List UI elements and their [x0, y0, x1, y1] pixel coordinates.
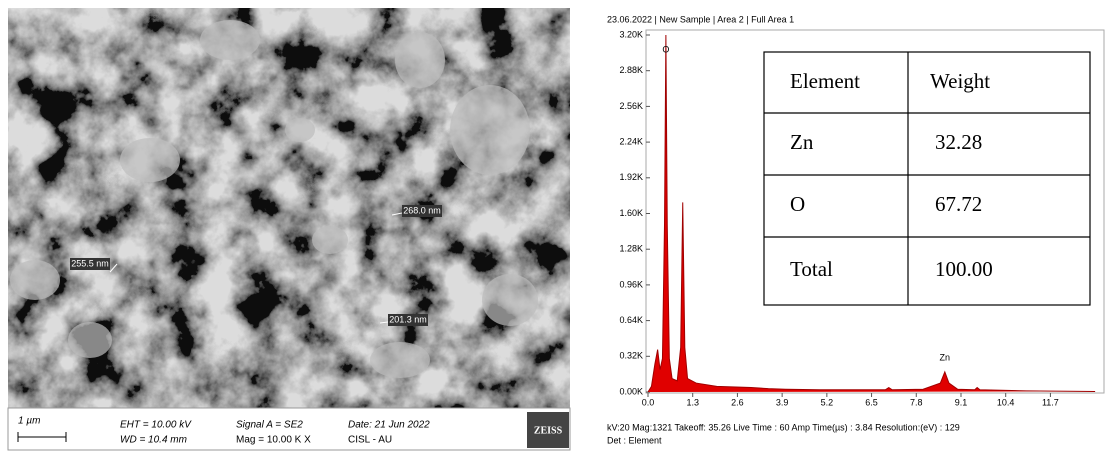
measurement: 268.0 nm	[403, 205, 441, 215]
measurement: 255.5 nm	[71, 258, 109, 268]
table-cell: 32.28	[935, 130, 982, 154]
y-tick-label: 0.96K	[619, 279, 643, 289]
x-tick-label: 2.6	[731, 397, 744, 407]
wd: WD = 10.4 mm	[120, 435, 187, 446]
y-tick-label: 1.28K	[619, 244, 643, 254]
y-tick-label: 2.88K	[619, 65, 643, 75]
y-tick-label: 0.00K	[619, 386, 643, 396]
scale-bar-label: 1 µm	[18, 416, 40, 427]
sem-image: 268.0 nm 255.5 nm 201.3 nm	[8, 8, 570, 408]
x-tick-label: 10.4	[997, 397, 1015, 407]
x-tick-label: 6.5	[865, 397, 878, 407]
date: Date: 21 Jun 2022	[348, 420, 430, 431]
y-tick-label: 0.64K	[619, 315, 643, 325]
footer: kV:20 Mag:1321 Takeoff: 35.26 Live Time …	[607, 422, 960, 432]
y-tick-label: 2.24K	[619, 136, 643, 146]
x-tick-label: 1.3	[686, 397, 699, 407]
sem-info-bar: 1 µm EHT = 10.00 kV WD = 10.4 mm Signal …	[8, 408, 570, 450]
table-cell: 67.72	[935, 192, 982, 216]
x-tick-label: 5.2	[821, 397, 834, 407]
header: 23.06.2022 | New Sample | Area 2 | Full …	[607, 14, 794, 24]
x-tick-label: 0.0	[642, 397, 655, 407]
mag: Mag = 10.00 K X	[236, 435, 311, 446]
x-tick-label: 7.8	[910, 397, 923, 407]
y-tick-label: 1.92K	[619, 172, 643, 182]
table-header: Element	[790, 69, 860, 93]
table-cell: Zn	[790, 130, 814, 154]
table-cell: 100.00	[935, 257, 993, 281]
x-tick-label: 3.9	[776, 397, 789, 407]
table-cell: O	[790, 192, 805, 216]
peak-label: Zn	[940, 352, 951, 362]
table-cell: Total	[790, 257, 833, 281]
y-tick-label: 1.60K	[619, 208, 643, 218]
eht: EHT = 10.00 kV	[120, 420, 192, 431]
measurement: 201.3 nm	[389, 314, 427, 324]
y-tick-label: 0.32K	[619, 351, 643, 361]
y-tick-label: 2.56K	[619, 101, 643, 111]
table-header: Weight	[930, 69, 990, 93]
brand: ZEISS	[534, 425, 563, 436]
footer: Det : Element	[607, 435, 662, 445]
signal: Signal A = SE2	[236, 420, 303, 431]
y-tick-label: 3.20K	[619, 29, 643, 39]
peak-label: O	[662, 44, 669, 54]
lab: CISL - AU	[348, 435, 392, 446]
x-tick-label: 11.7	[1042, 397, 1059, 407]
x-tick-label: 9.1	[955, 397, 968, 407]
figure: 268.0 nm 255.5 nm 201.3 nm 1 µm EHT = 10…	[0, 0, 1105, 451]
